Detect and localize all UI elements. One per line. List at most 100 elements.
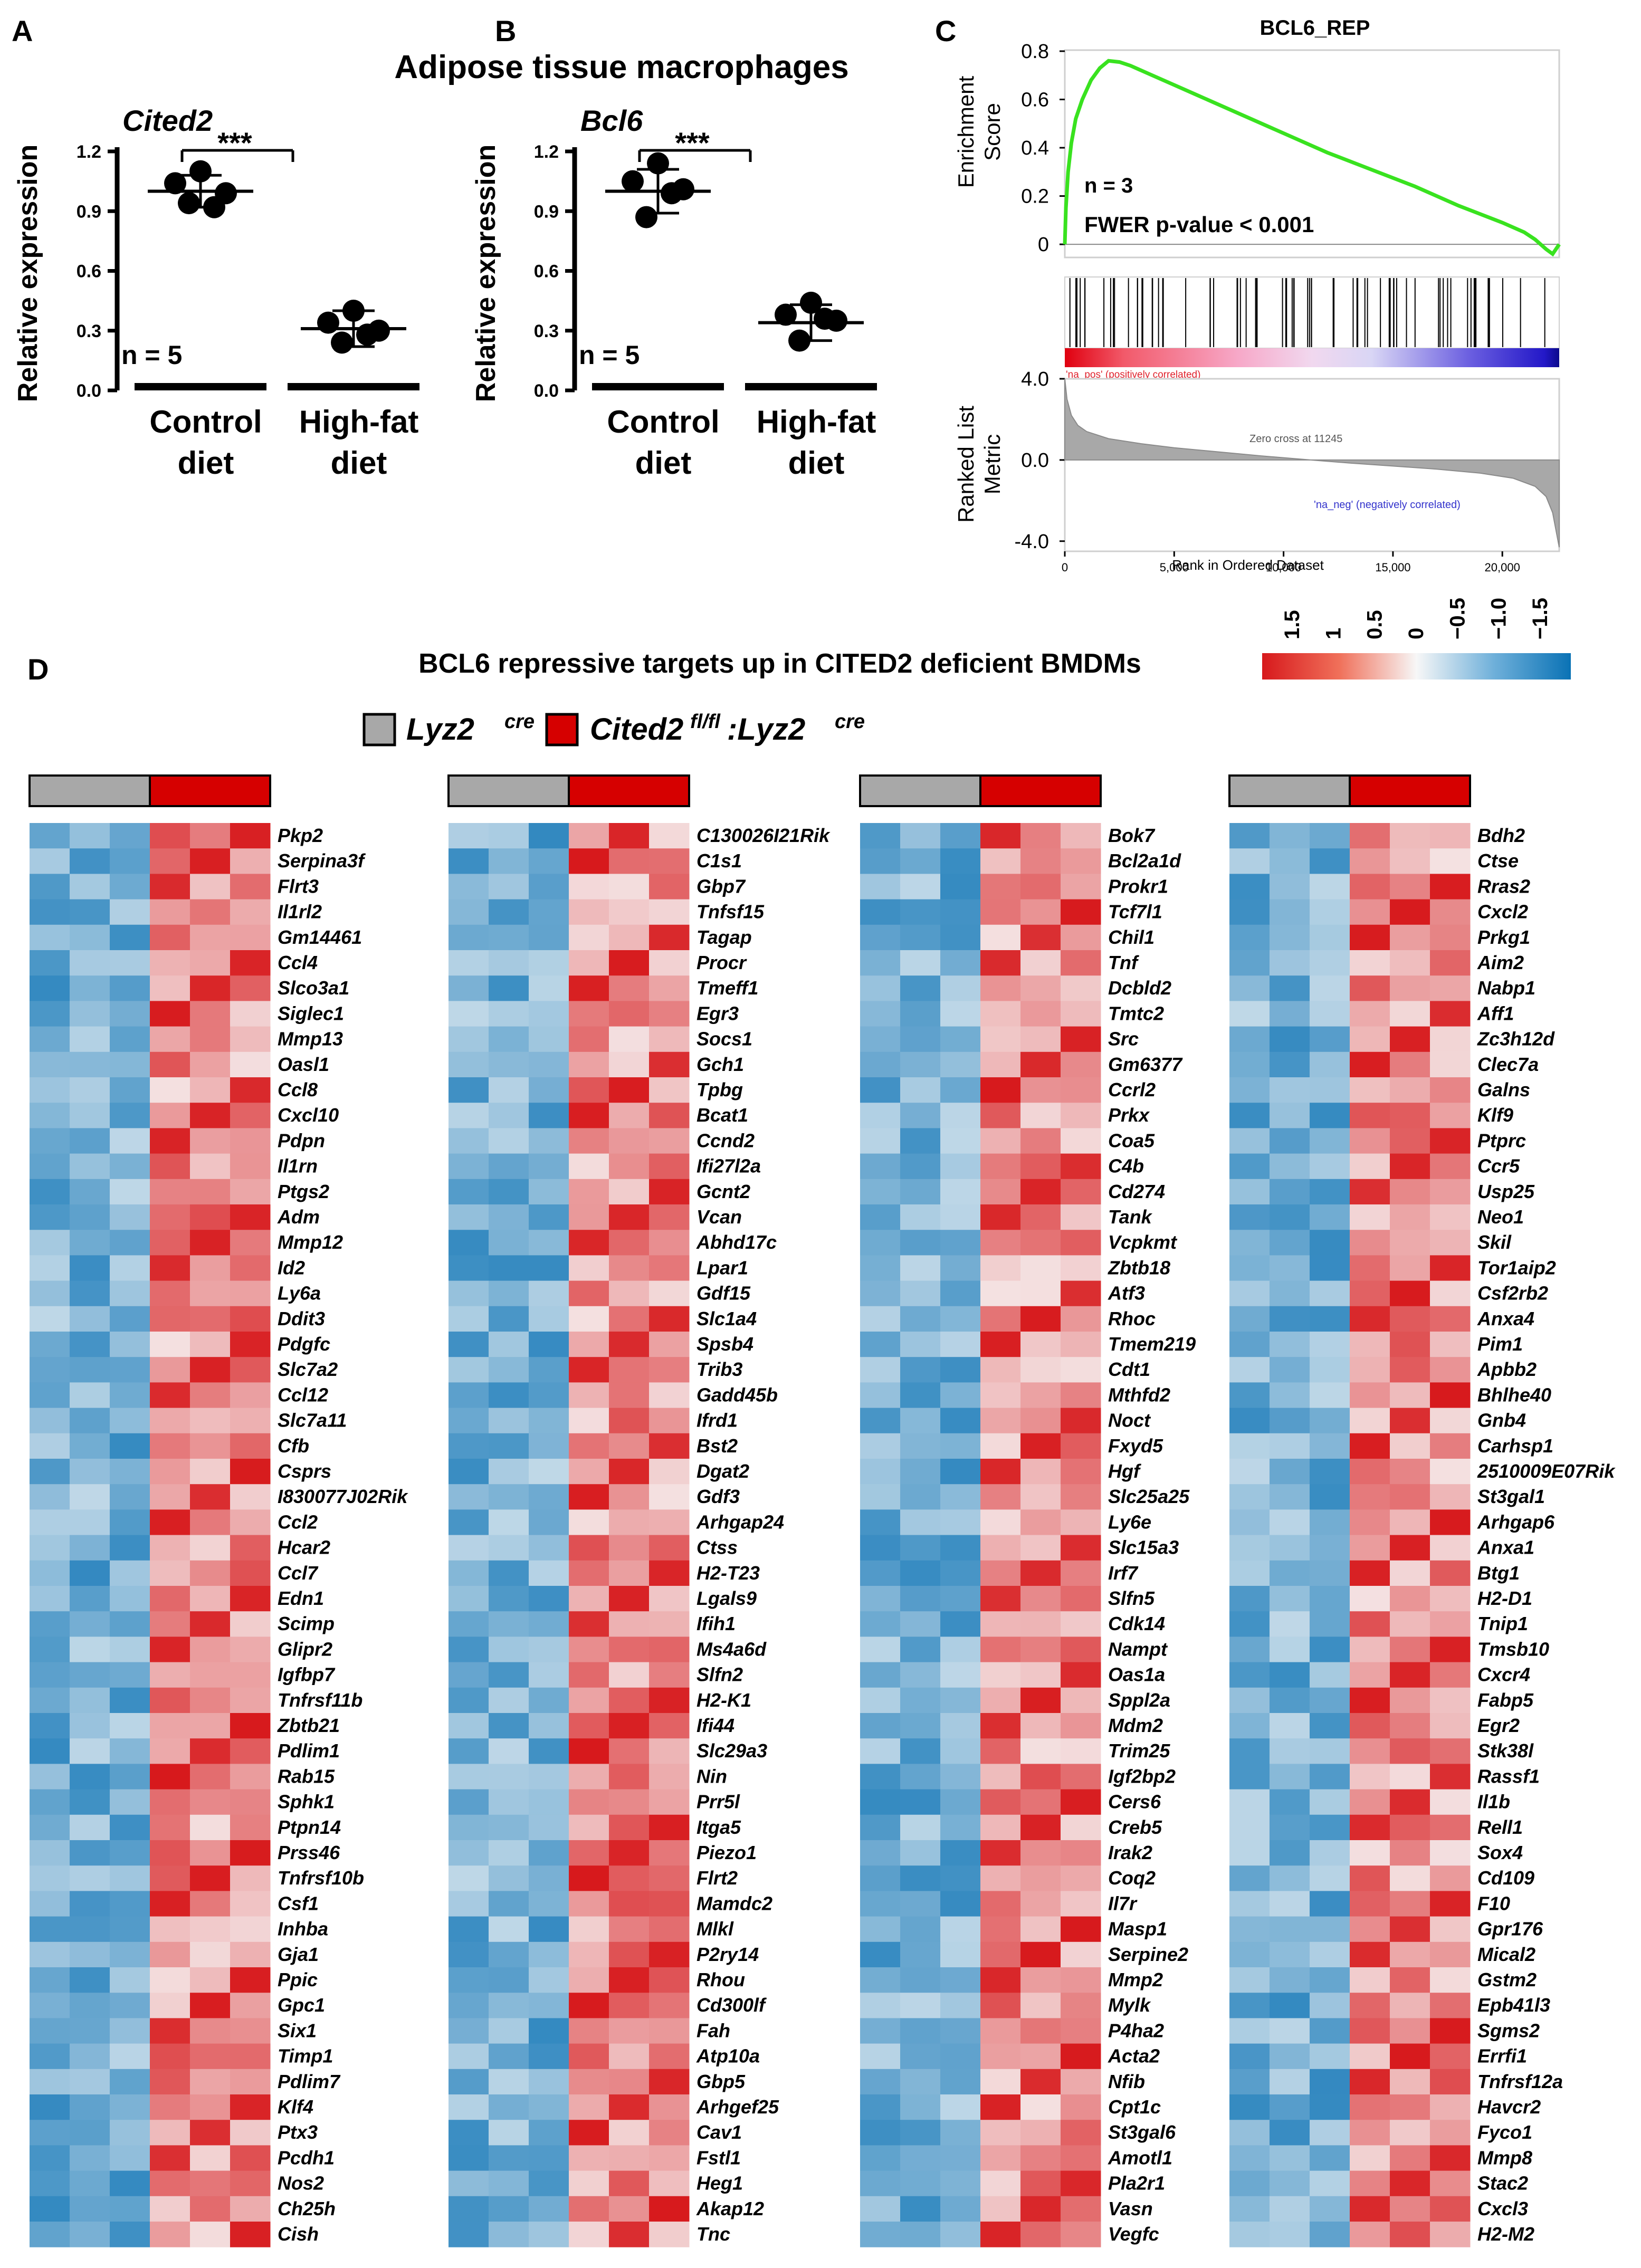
heatmap-cell bbox=[980, 2069, 1021, 2095]
heatmap-cell bbox=[1430, 1433, 1471, 1459]
heatmap-cell bbox=[900, 1713, 941, 1739]
heatmap-cell bbox=[70, 1789, 110, 1815]
heatmap-cell bbox=[110, 1357, 150, 1383]
heatmap-cell bbox=[230, 1789, 271, 1815]
neg-label: 'na_neg' (negatively correlated) bbox=[1314, 499, 1461, 511]
gene-label: Gstm2 bbox=[1477, 1969, 1537, 1991]
heatmap-cell bbox=[1350, 1687, 1390, 1714]
heatmap-cell bbox=[980, 1789, 1021, 1815]
heatmap-cell bbox=[569, 1077, 609, 1103]
heatmap-cell bbox=[1229, 1941, 1270, 1968]
heatmap-cell bbox=[529, 1687, 569, 1714]
heatmap-cell bbox=[449, 1814, 489, 1841]
heatmap-cell bbox=[940, 1408, 981, 1434]
heatmap-cell bbox=[70, 2196, 110, 2222]
heatmap-cell bbox=[1061, 2120, 1101, 2146]
heatmap-cell bbox=[1270, 2145, 1310, 2171]
heatmap-cell bbox=[1390, 1738, 1430, 1764]
heatmap-cell bbox=[1270, 1026, 1310, 1052]
heatmap-cell bbox=[1350, 1764, 1390, 1790]
heatmap-cell bbox=[1270, 1789, 1310, 1815]
heatmap-cell bbox=[1229, 1865, 1270, 1891]
heatmap-cell bbox=[900, 2145, 941, 2171]
heatmap-cell bbox=[190, 2120, 231, 2146]
heatmap-cell bbox=[1390, 1509, 1430, 1536]
heatmap-cell bbox=[1270, 1993, 1310, 2018]
heatmap-cell bbox=[489, 1764, 529, 1790]
gene-label: Cpt1c bbox=[1108, 2096, 1161, 2118]
heatmap-cell bbox=[900, 848, 941, 874]
heatmap-cell bbox=[489, 1306, 529, 1332]
gene-label: Rhou bbox=[697, 1969, 745, 1991]
heatmap-cell bbox=[449, 1967, 489, 1993]
heatmap-cell bbox=[489, 1586, 529, 1612]
heatmap-cell bbox=[70, 1230, 110, 1256]
heatmap-cell bbox=[980, 1179, 1021, 1205]
heatmap-cell bbox=[569, 2196, 609, 2222]
heatmap-cell bbox=[70, 1535, 110, 1561]
heatmap-cell bbox=[1430, 2120, 1471, 2146]
heatmap-cell bbox=[190, 1941, 231, 1968]
heatmap-cell bbox=[110, 1967, 150, 1993]
heatmap-cell bbox=[190, 950, 231, 976]
gsea-title: BCL6_REP bbox=[1260, 16, 1370, 40]
heatmap-cell bbox=[190, 823, 231, 849]
heatmap-cell bbox=[30, 1535, 70, 1561]
heatmap-cell bbox=[110, 2145, 150, 2171]
heatmap-cell bbox=[449, 2120, 489, 2146]
group-bar-control-0 bbox=[28, 774, 151, 807]
heatmap-cell bbox=[529, 1433, 569, 1459]
heatmap-cell bbox=[1390, 2222, 1430, 2247]
heatmap-cell bbox=[529, 1204, 569, 1230]
heatmap-cell bbox=[230, 2120, 271, 2146]
heatmap-cell bbox=[190, 899, 231, 925]
heatmap-cell bbox=[940, 1179, 981, 1205]
heatmap-cell bbox=[230, 1611, 271, 1637]
heatmap-cell bbox=[489, 1687, 529, 1714]
heatmap-cell bbox=[900, 2196, 941, 2222]
gene-label: Ifrd1 bbox=[697, 1410, 738, 1431]
heatmap-cell bbox=[150, 1433, 190, 1459]
heatmap-cell bbox=[609, 975, 650, 1001]
heatmap-cell bbox=[649, 1382, 690, 1409]
heatmap-cell bbox=[110, 1560, 150, 1586]
heatmap-cell bbox=[1390, 1357, 1430, 1383]
heatmap-cell bbox=[230, 924, 271, 951]
gene-label: Tmsb10 bbox=[1477, 1638, 1549, 1660]
heatmap-cell bbox=[649, 874, 690, 900]
heatmap-cell bbox=[1350, 1357, 1390, 1383]
heatmap-cell bbox=[1310, 1128, 1350, 1154]
heatmap-cell bbox=[449, 1789, 489, 1815]
y-tick-label-1-2: 0.6 bbox=[534, 262, 559, 282]
heatmap-cell bbox=[70, 1560, 110, 1586]
heatmap-cell bbox=[940, 1967, 981, 1993]
heatmap-cell bbox=[230, 1382, 271, 1409]
heatmap-cell bbox=[1350, 1535, 1390, 1561]
gene-label: Ccr5 bbox=[1477, 1155, 1520, 1177]
heatmap-cell bbox=[860, 1916, 901, 1942]
heatmap-cell bbox=[1229, 1255, 1270, 1281]
heatmap-cell bbox=[980, 1713, 1021, 1739]
gene-label: Oasl1 bbox=[278, 1054, 329, 1075]
heatmap-cell bbox=[30, 1687, 70, 1714]
heatmap-cell bbox=[609, 1459, 650, 1485]
heatmap-cell bbox=[609, 1357, 650, 1383]
gene-label: Nin bbox=[697, 1765, 727, 1787]
heatmap-cell bbox=[489, 1840, 529, 1866]
heatmap-cell bbox=[940, 1332, 981, 1357]
heatmap-cell bbox=[1310, 1153, 1350, 1180]
heatmap-cell bbox=[1350, 1865, 1390, 1891]
heatmap-cell bbox=[529, 1179, 569, 1205]
heatmap-cell bbox=[940, 1586, 981, 1612]
heatmap-cell bbox=[940, 1026, 981, 1052]
heatmap-cell bbox=[860, 1077, 901, 1103]
heatmap-cell bbox=[489, 1484, 529, 1510]
heatmap-cell bbox=[649, 1051, 690, 1078]
heatmap-cell bbox=[860, 2043, 901, 2070]
heatmap-cell bbox=[860, 2196, 901, 2222]
heatmap-cell bbox=[30, 1153, 70, 1180]
group-bar-1-1 bbox=[745, 383, 877, 390]
zero-cross-label: Zero cross at 11245 bbox=[1249, 433, 1342, 445]
heatmap-cell bbox=[1310, 1814, 1350, 1841]
heatmap-cell bbox=[489, 823, 529, 849]
